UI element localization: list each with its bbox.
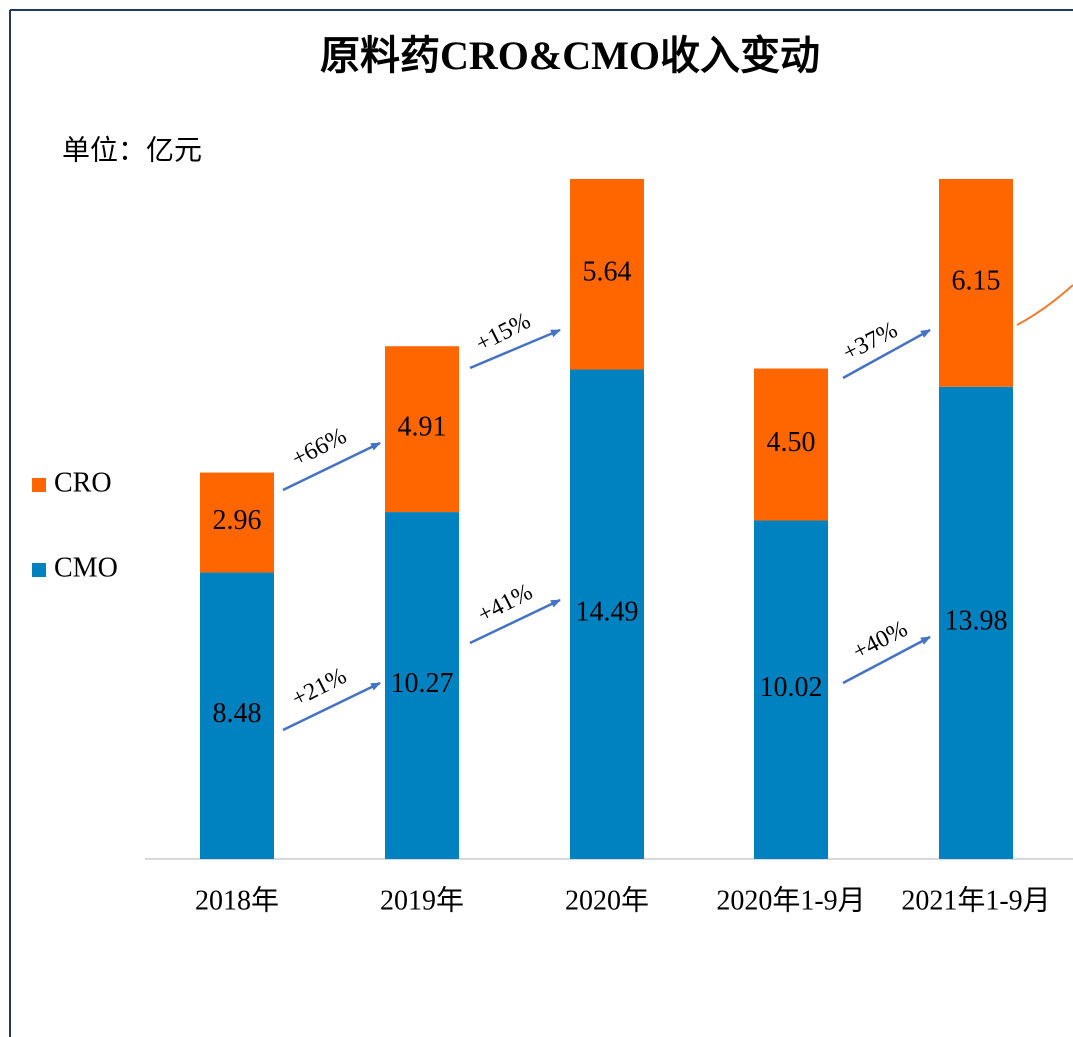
growth-label: +37%: [839, 317, 902, 366]
legend-label: CMO: [54, 552, 118, 583]
decor-curve: [1016, 284, 1073, 326]
bar-segment: [385, 346, 459, 513]
bar-segment: [385, 512, 459, 859]
bar-segment: [939, 386, 1013, 859]
data-label: 10.02: [760, 672, 823, 703]
growth-arrow: [282, 681, 381, 732]
unit-label: 单位：亿元: [62, 134, 202, 166]
bar-segment: [754, 520, 828, 859]
x-tick-label: 2019年: [380, 884, 464, 916]
growth-arrow: [842, 328, 931, 380]
growth-arrow: [842, 635, 931, 685]
data-label: 4.50: [767, 427, 816, 458]
x-tick-label: 2020年: [565, 884, 649, 916]
data-label: 4.91: [398, 412, 447, 443]
data-label: 8.48: [213, 698, 262, 729]
bar-segment: [570, 179, 644, 370]
bar-segment: [200, 572, 274, 859]
legend-swatch: [32, 478, 46, 492]
x-tick-label: 2020年1-9月: [716, 884, 865, 916]
data-label: 10.27: [391, 668, 454, 699]
data-label: 5.64: [583, 257, 632, 288]
growth-label: +41%: [474, 579, 537, 628]
growth-label: +21%: [288, 663, 351, 712]
x-tick-label: 2021年1-9月: [901, 884, 1050, 916]
data-label: 6.15: [952, 265, 1001, 296]
legend-label: CRO: [54, 467, 112, 498]
data-label: 14.49: [576, 597, 639, 628]
x-tick-label: 2018年: [195, 884, 279, 916]
growth-label: +66%: [288, 423, 351, 472]
chart-title: 原料药CRO&CMO收入变动: [320, 33, 820, 78]
data-label: 13.98: [945, 605, 1008, 636]
growth-arrow: [469, 598, 561, 645]
growth-arrow: [469, 328, 561, 370]
growth-arrow: [282, 441, 381, 492]
legend-swatch: [32, 563, 46, 577]
data-label: 2.96: [213, 505, 262, 536]
growth-label: +15%: [472, 308, 535, 357]
bar-segment: [939, 179, 1013, 387]
bar-segment: [570, 369, 644, 859]
growth-label: +40%: [849, 616, 912, 665]
bar-segment: [754, 368, 828, 521]
bar-segment: [200, 472, 274, 573]
